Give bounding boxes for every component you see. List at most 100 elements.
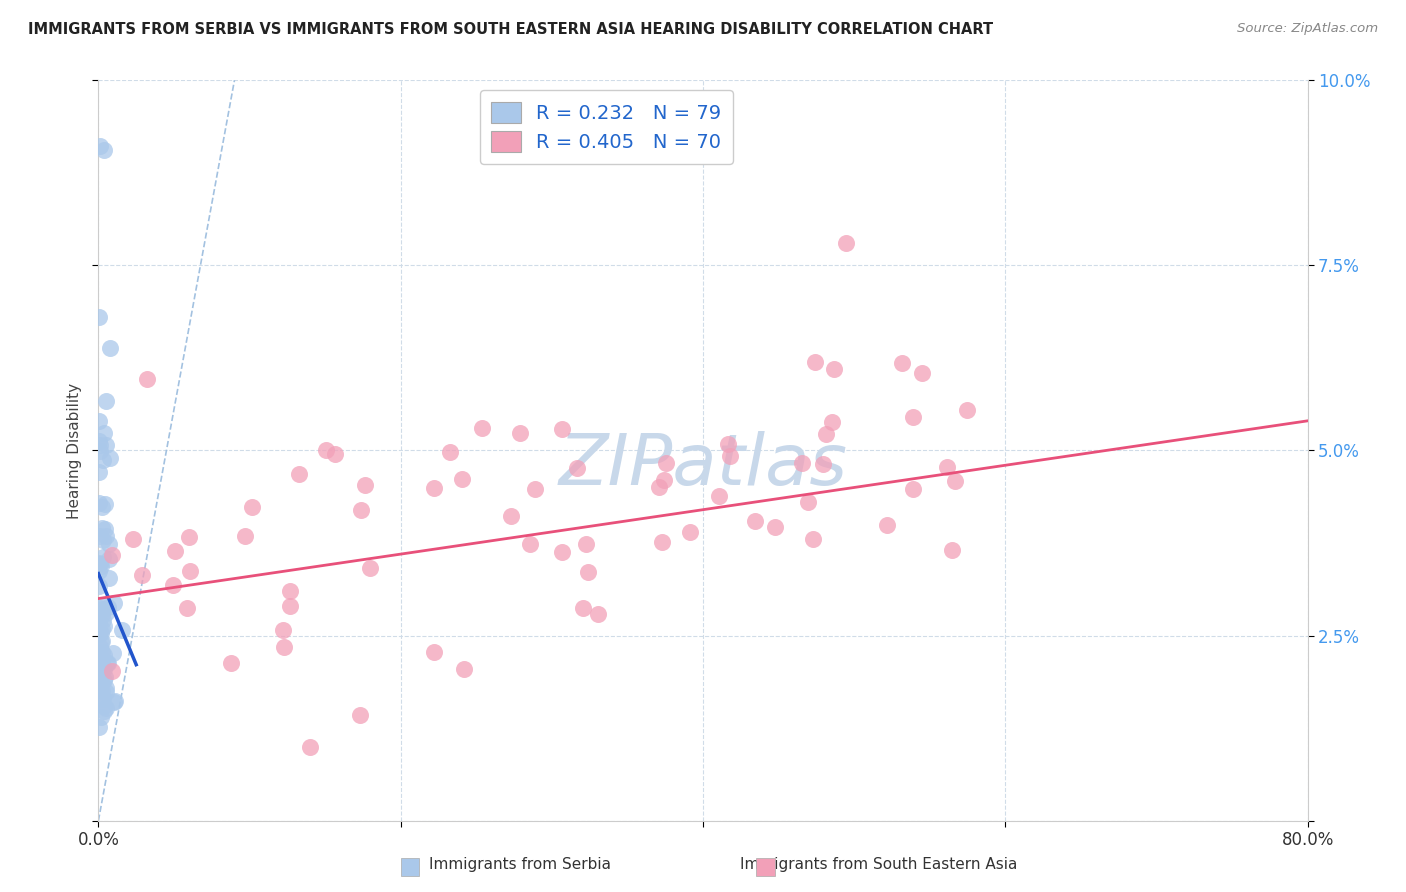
Point bbox=[717, 436, 740, 450]
Point bbox=[90, 634, 112, 648]
Point bbox=[299, 739, 322, 754]
Point bbox=[131, 567, 153, 582]
Point bbox=[89, 438, 111, 452]
Point bbox=[90, 651, 112, 665]
Text: ZIPatlas: ZIPatlas bbox=[558, 431, 848, 500]
Point bbox=[90, 626, 112, 640]
Point bbox=[349, 707, 371, 722]
Point bbox=[122, 532, 145, 546]
Point bbox=[97, 552, 120, 566]
Point bbox=[350, 502, 373, 516]
Point bbox=[509, 426, 531, 441]
Point bbox=[89, 556, 111, 570]
Point bbox=[655, 456, 678, 470]
Point bbox=[576, 565, 599, 579]
Point bbox=[93, 143, 115, 157]
Point bbox=[903, 482, 925, 496]
Point bbox=[179, 565, 201, 579]
Point bbox=[501, 509, 523, 524]
Point bbox=[325, 447, 347, 461]
Point bbox=[451, 472, 474, 486]
Point bbox=[240, 500, 263, 514]
Point bbox=[104, 694, 127, 708]
Point bbox=[89, 654, 111, 668]
Point bbox=[93, 661, 115, 675]
Point bbox=[903, 409, 925, 424]
Point bbox=[89, 414, 111, 428]
Point bbox=[93, 522, 115, 536]
Point bbox=[89, 564, 111, 578]
Point bbox=[790, 456, 813, 470]
Point bbox=[89, 444, 111, 458]
Point bbox=[353, 477, 375, 491]
Point bbox=[804, 354, 827, 368]
Point bbox=[287, 467, 309, 482]
Point bbox=[89, 640, 111, 654]
Point bbox=[100, 451, 122, 466]
Point bbox=[823, 361, 845, 376]
Point bbox=[519, 537, 541, 551]
Point bbox=[551, 422, 574, 436]
Point bbox=[94, 685, 117, 699]
Point bbox=[94, 498, 117, 512]
Point bbox=[315, 443, 337, 458]
Point bbox=[423, 645, 446, 659]
Point bbox=[89, 624, 111, 638]
Point bbox=[89, 139, 111, 153]
Point bbox=[89, 465, 111, 479]
Point bbox=[423, 482, 446, 496]
Point bbox=[93, 704, 115, 718]
Point bbox=[911, 367, 934, 381]
Point bbox=[744, 514, 766, 528]
Point bbox=[813, 457, 835, 471]
Point bbox=[93, 673, 115, 688]
Point bbox=[219, 656, 242, 670]
Point bbox=[94, 438, 117, 452]
Point bbox=[575, 536, 598, 550]
Point bbox=[98, 571, 121, 585]
Point bbox=[93, 699, 115, 714]
Point bbox=[651, 535, 673, 549]
Point bbox=[89, 682, 111, 697]
Point bbox=[572, 600, 595, 615]
Point bbox=[90, 607, 112, 621]
Point bbox=[101, 646, 124, 660]
Point bbox=[763, 520, 786, 534]
Point bbox=[439, 444, 461, 458]
Point bbox=[936, 459, 959, 474]
Point bbox=[97, 599, 120, 614]
Point bbox=[90, 622, 112, 636]
Point bbox=[89, 496, 111, 510]
Point bbox=[679, 525, 702, 540]
Point bbox=[720, 449, 742, 463]
Point bbox=[648, 480, 671, 494]
Point bbox=[89, 434, 111, 448]
Point bbox=[652, 473, 675, 487]
Point bbox=[943, 474, 966, 488]
Point bbox=[814, 427, 837, 442]
Point bbox=[90, 710, 112, 724]
Point bbox=[359, 561, 381, 575]
Text: Immigrants from South Eastern Asia: Immigrants from South Eastern Asia bbox=[740, 857, 1018, 872]
Point bbox=[89, 528, 111, 542]
Point bbox=[90, 662, 112, 676]
Point bbox=[98, 537, 121, 551]
Point bbox=[89, 615, 111, 629]
Point bbox=[89, 648, 111, 663]
Point bbox=[100, 664, 122, 678]
Point bbox=[89, 310, 111, 325]
Point bbox=[90, 668, 112, 682]
Point bbox=[89, 627, 111, 641]
Point bbox=[96, 701, 118, 715]
Point bbox=[586, 607, 609, 621]
Point bbox=[876, 517, 898, 532]
Point bbox=[90, 634, 112, 648]
Text: IMMIGRANTS FROM SERBIA VS IMMIGRANTS FROM SOUTH EASTERN ASIA HEARING DISABILITY : IMMIGRANTS FROM SERBIA VS IMMIGRANTS FRO… bbox=[28, 22, 993, 37]
Point bbox=[91, 521, 114, 535]
Point bbox=[835, 236, 858, 251]
Point bbox=[97, 656, 120, 670]
Point bbox=[91, 613, 114, 627]
Point bbox=[91, 452, 114, 467]
Point bbox=[90, 645, 112, 659]
Point bbox=[93, 425, 115, 440]
